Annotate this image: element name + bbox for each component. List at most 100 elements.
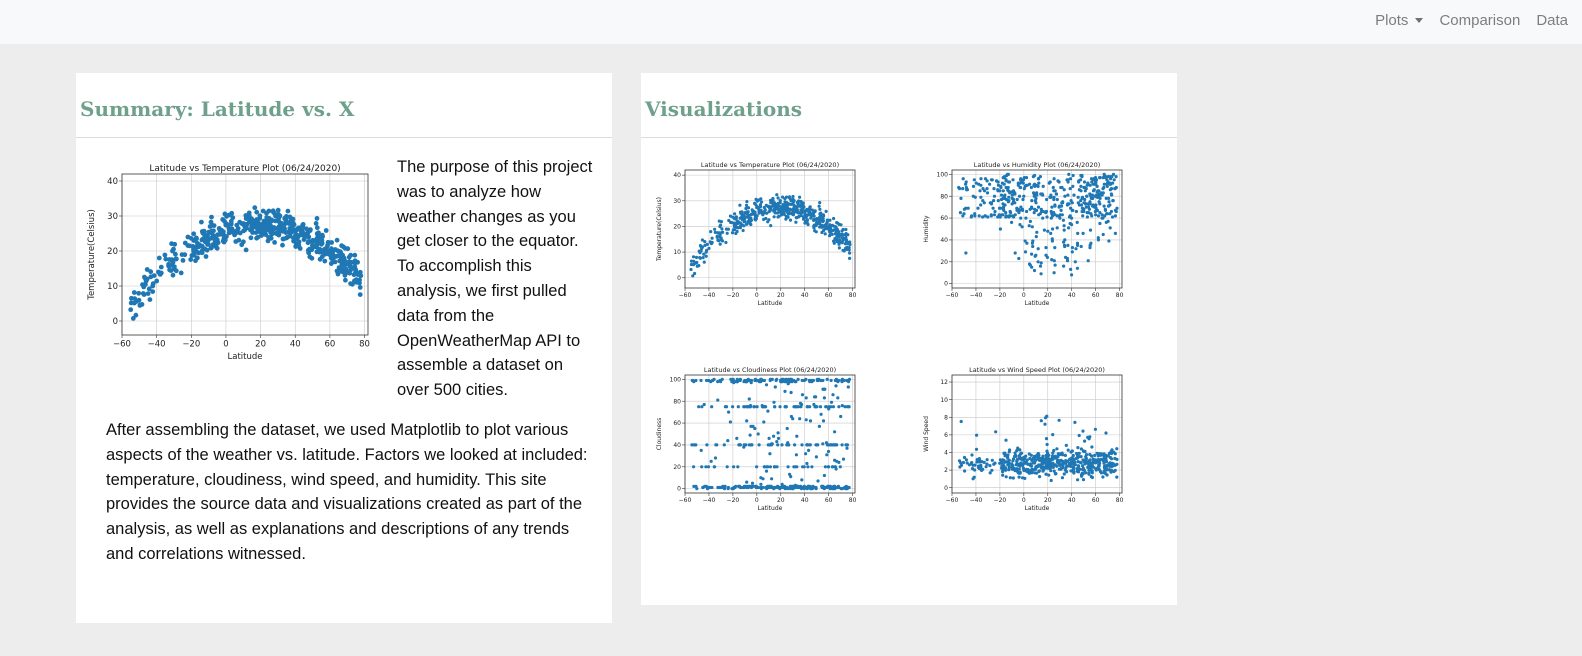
data-point [762,378,766,383]
data-point [749,381,753,385]
data-point [768,452,772,456]
data-point [1033,457,1037,462]
data-point [736,465,740,469]
data-point [193,258,198,264]
data-point [784,215,789,219]
data-point [735,436,739,440]
data-point [786,443,790,447]
data-point [1079,173,1083,178]
y-tick-label: 60 [940,215,948,222]
data-point [706,485,710,490]
data-point [1070,201,1074,205]
humidity-plot-thumbnail[interactable]: Latitude vs Humidity Plot (06/24/2020) −6… [922,161,1134,307]
data-point [1065,470,1069,474]
data-point [791,201,795,205]
data-point [252,205,258,211]
data-point [810,465,814,469]
y-tick-label: 30 [673,198,681,205]
data-point [985,191,990,195]
data-point [823,232,827,236]
data-point [225,223,231,229]
data-point [1078,467,1082,471]
data-point [1044,211,1048,215]
data-point [846,405,851,409]
data-point [1030,471,1034,475]
data-point [818,405,823,409]
data-point [1102,185,1106,190]
data-point [981,199,985,203]
data-point [1052,469,1056,473]
data-point [847,485,851,490]
data-point [1038,463,1043,467]
data-point [222,237,228,243]
data-point [1086,465,1091,469]
data-point [836,230,841,234]
data-point [776,436,781,440]
data-point [1039,456,1043,460]
temperature-plot-thumbnail[interactable]: Latitude vs Temperature Plot (06/24/2020… [655,161,867,307]
y-tick-label: 60 [673,420,681,427]
data-point [804,377,808,381]
data-point [1006,200,1010,204]
data-point [254,209,260,215]
data-point [1103,214,1107,218]
plot-frame [951,374,1123,494]
plot-frame [951,169,1123,289]
data-point [965,461,969,465]
data-point [700,405,704,409]
data-point [1076,243,1080,247]
data-point [144,267,150,272]
data-point [219,227,225,233]
data-point [772,434,776,438]
data-point [774,378,778,383]
data-point [260,208,266,214]
data-point [979,177,983,181]
data-point [778,405,782,409]
cloudiness-plot-thumbnail[interactable]: Latitude vs Cloudiness Plot (06/24/2020)… [655,366,867,512]
data-point [764,383,769,387]
data-point [285,208,291,214]
data-point [745,480,749,484]
data-point [199,229,205,234]
data-point [731,215,735,219]
data-point [759,211,764,215]
data-point [1099,471,1103,475]
data-point [1076,478,1080,482]
y-tick-label: 20 [107,247,118,257]
data-point [709,242,713,246]
data-point [172,241,178,247]
data-point [1057,205,1061,209]
data-point [788,487,792,491]
data-point [1115,475,1119,479]
data-point [1081,478,1086,482]
data-point [148,274,154,280]
wind-speed-plot-thumbnail[interactable]: Latitude vs Wind Speed Plot (06/24/2020)… [922,366,1134,512]
data-point [1084,471,1088,475]
data-point [772,215,776,219]
data-point [1074,456,1079,460]
data-point [762,217,766,221]
data-point [1113,214,1117,218]
data-point [1090,463,1094,467]
data-point [1053,463,1057,467]
nav-comparison-link[interactable]: Comparison [1439,11,1521,29]
data-point [1079,244,1083,249]
data-point [1055,197,1059,202]
data-point [191,253,197,258]
data-point [1086,205,1091,209]
nav-plots-dropdown[interactable]: Plots [1375,12,1424,29]
data-point [962,455,967,460]
data-point [776,196,780,200]
data-point [145,291,151,296]
data-point [1023,468,1027,472]
data-point [781,203,785,207]
data-point [697,405,701,409]
data-point [1066,243,1070,247]
data-point [840,241,844,245]
data-point [819,378,823,383]
data-point [762,205,766,210]
data-point [314,225,320,231]
data-point [343,277,348,283]
nav-data-link[interactable]: Data [1536,11,1568,29]
x-tick-label: −40 [703,497,716,504]
